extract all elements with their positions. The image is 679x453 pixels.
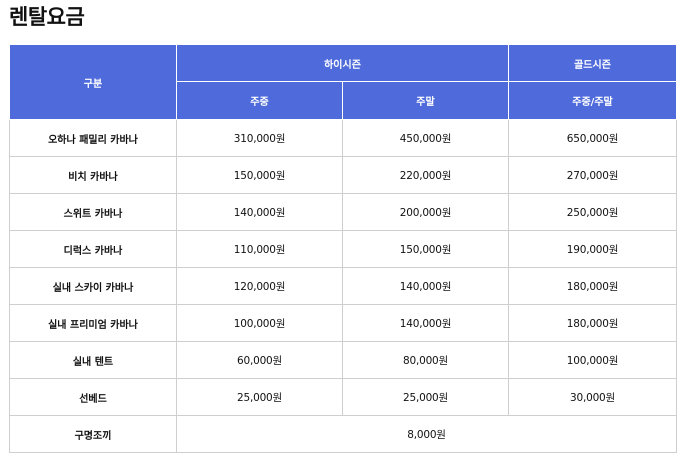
row-label: 구명조끼 — [9, 415, 177, 453]
price-high-weekend: 220,000원 — [342, 156, 509, 194]
price-high-weekend: 80,000원 — [342, 341, 509, 379]
header-gold-season: 골드시즌 — [508, 44, 677, 82]
row-label: 실내 프리미엄 카바나 — [9, 304, 177, 342]
row-label: 실내 스카이 카바나 — [9, 267, 177, 305]
row-label: 오하나 패밀리 카바나 — [9, 119, 177, 157]
table-row: 스위트 카바나 140,000원 200,000원 250,000원 — [9, 193, 677, 231]
row-label: 스위트 카바나 — [9, 193, 177, 231]
price-gold: 650,000원 — [508, 119, 677, 157]
table-row: 디럭스 카바나 110,000원 150,000원 190,000원 — [9, 230, 677, 268]
price-gold: 30,000원 — [508, 378, 677, 416]
header-high-season: 하이시즌 — [176, 44, 509, 82]
price-high-weekday: 310,000원 — [176, 119, 343, 157]
price-high-weekday: 60,000원 — [176, 341, 343, 379]
row-label: 디럭스 카바나 — [9, 230, 177, 268]
price-gold: 270,000원 — [508, 156, 677, 194]
table-row: 비치 카바나 150,000원 220,000원 270,000원 — [9, 156, 677, 194]
price-high-weekend: 140,000원 — [342, 304, 509, 342]
table-row: 실내 텐트 60,000원 80,000원 100,000원 — [9, 341, 677, 379]
price-gold: 250,000원 — [508, 193, 677, 231]
page-title: 렌탈요금 — [9, 5, 85, 29]
price-gold: 180,000원 — [508, 304, 677, 342]
table-row: 오하나 패밀리 카바나 310,000원 450,000원 650,000원 — [9, 119, 677, 157]
price-high-weekend: 150,000원 — [342, 230, 509, 268]
price-gold: 100,000원 — [508, 341, 677, 379]
price-high-weekday: 25,000원 — [176, 378, 343, 416]
price-high-weekday: 100,000원 — [176, 304, 343, 342]
table-row: 선베드 25,000원 25,000원 30,000원 — [9, 378, 677, 416]
rental-price-table: 구분 하이시즌 골드시즌 주중 주말 주중/주말 오하나 패밀리 카바나 310… — [9, 44, 677, 453]
table-row-life-jacket: 구명조끼 8,000원 — [9, 415, 677, 453]
price-gold: 190,000원 — [508, 230, 677, 268]
table-row: 실내 프리미엄 카바나 100,000원 140,000원 180,000원 — [9, 304, 677, 342]
price-high-weekend: 450,000원 — [342, 119, 509, 157]
header-high-weekend: 주말 — [342, 81, 509, 120]
price-high-weekday: 120,000원 — [176, 267, 343, 305]
row-label: 비치 카바나 — [9, 156, 177, 194]
price-high-weekend: 140,000원 — [342, 267, 509, 305]
header-high-weekday: 주중 — [176, 81, 343, 120]
price-high-weekday: 110,000원 — [176, 230, 343, 268]
price-high-weekday: 150,000원 — [176, 156, 343, 194]
price-high-weekend: 200,000원 — [342, 193, 509, 231]
row-label: 실내 텐트 — [9, 341, 177, 379]
price-high-weekend: 25,000원 — [342, 378, 509, 416]
row-label: 선베드 — [9, 378, 177, 416]
table-row: 실내 스카이 카바나 120,000원 140,000원 180,000원 — [9, 267, 677, 305]
price-gold: 180,000원 — [508, 267, 677, 305]
price-high-weekday: 140,000원 — [176, 193, 343, 231]
price-life-jacket: 8,000원 — [176, 415, 677, 453]
header-gold-weekday-weekend: 주중/주말 — [508, 81, 677, 120]
header-category: 구분 — [9, 44, 177, 120]
